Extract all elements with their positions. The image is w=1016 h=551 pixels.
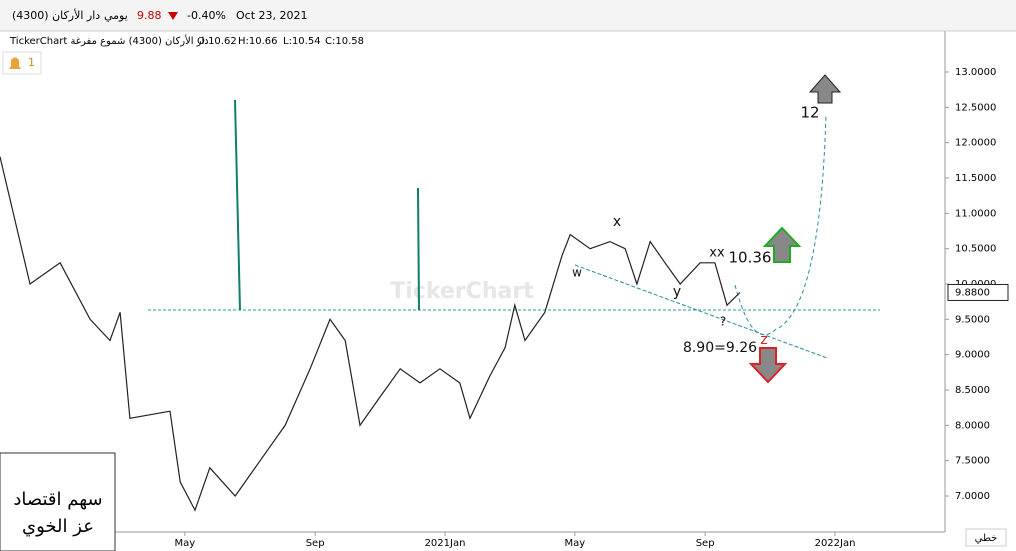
y-tick-label: 8.0000: [955, 420, 990, 431]
annotation: 8.90=9.26: [683, 340, 757, 356]
projection-curve: [734, 114, 827, 336]
annotation: xx: [709, 246, 725, 261]
vertical-drawing: [417, 187, 420, 311]
y-tick-label: 8.5000: [955, 385, 990, 396]
y-tick-label: 7.5000: [955, 456, 990, 467]
up-arrow: [808, 74, 842, 104]
alert-count: 1: [28, 56, 35, 69]
x-tick-label: 2022Jan: [815, 538, 856, 549]
y-tick-label: 12.0000: [955, 138, 996, 149]
annotation: z: [760, 332, 767, 348]
last-price-tag: [947, 283, 1009, 301]
x-tick-label: May: [565, 538, 586, 549]
alert-box[interactable]: [2, 51, 42, 75]
header-bar: [0, 0, 1016, 31]
up-arrow: [762, 226, 802, 263]
y-tick-label: 10.5000: [955, 244, 996, 255]
x-tick-label: 2021Jan: [425, 538, 466, 549]
bell-icon: [9, 57, 21, 69]
trend-line: [574, 264, 828, 359]
footer-line: عز الخوي: [22, 516, 94, 537]
chart-name: TickerChart دار الأركان (4300) شموع مفرغ…: [9, 34, 209, 47]
price-line: [0, 156, 741, 512]
footer-line: سهم اقتصاد: [13, 489, 102, 510]
change: -0.40%: [187, 9, 226, 22]
footer-box: [0, 452, 116, 551]
y-tick-label: 11.0000: [955, 208, 996, 219]
y-tick-label: 7.0000: [955, 491, 990, 502]
annotation: w: [572, 266, 582, 280]
x-tick-label: Sep: [306, 538, 325, 549]
y-tick-label: 9.5000: [955, 314, 990, 325]
y-tick-label: 12.5000: [955, 102, 996, 113]
high: H:10.66: [238, 36, 278, 47]
x-tick-label: May: [175, 538, 196, 549]
scale-type: خطي: [975, 533, 998, 544]
last-price-label: 9.8800: [955, 287, 990, 298]
annotation: 10.36: [729, 249, 772, 267]
annotation: 12: [800, 104, 819, 122]
vertical-drawing: [234, 99, 241, 311]
down-arrow: [748, 347, 788, 384]
annotation: y: [673, 284, 681, 300]
y-tick-label: 13.0000: [955, 67, 996, 78]
x-tick-label: Sep: [696, 538, 715, 549]
open: O:10.62: [197, 36, 237, 47]
period: يومي: [104, 9, 128, 22]
y-tick-label: 11.5000: [955, 173, 996, 184]
low: L:10.54: [283, 36, 321, 47]
price: 9.88: [137, 9, 162, 22]
watermark: TickerChart: [390, 279, 534, 304]
y-tick-label: 9.0000: [955, 350, 990, 361]
annotation: ?: [720, 315, 726, 329]
date: Oct 23, 2021: [236, 9, 308, 22]
symbol: دار الأركان (4300): [12, 8, 100, 22]
annotation: x: [613, 214, 621, 230]
close: C:10.58: [325, 36, 364, 47]
down-icon: [168, 12, 178, 20]
scale-button[interactable]: [965, 528, 1007, 547]
